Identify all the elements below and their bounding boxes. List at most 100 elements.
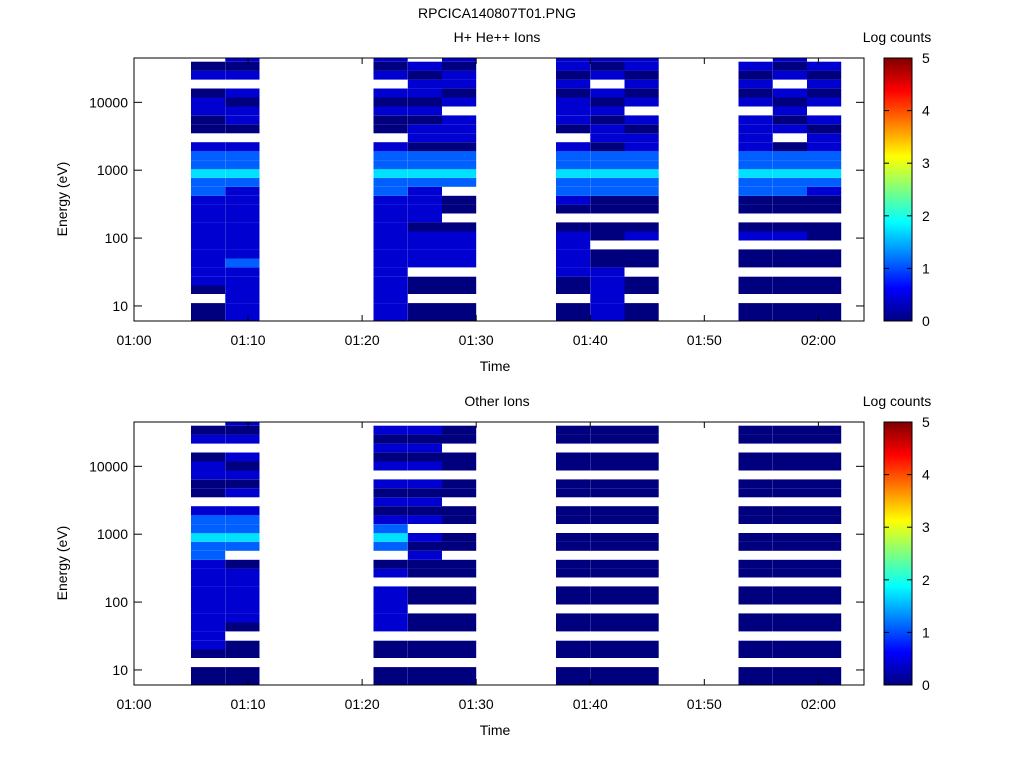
spectrogram-cell: [191, 577, 226, 587]
spectrogram-cell: [373, 443, 408, 453]
spectrogram-cell: [807, 533, 842, 542]
spectrogram-cell: [590, 177, 625, 187]
spectrogram-cell: [738, 559, 773, 569]
spectrogram-cell: [225, 622, 260, 632]
spectrogram-cell: [373, 204, 408, 214]
x-tick-label: 02:00: [801, 696, 836, 712]
spectrogram-cell: [191, 97, 226, 107]
y-tick-label: 100: [105, 594, 129, 610]
spectrogram-cell: [556, 488, 591, 498]
spectrogram-cell: [556, 195, 591, 205]
spectrogram-cell: [191, 169, 226, 178]
spectrogram-cell: [738, 533, 773, 542]
spectrogram-cell: [556, 151, 591, 160]
spectrogram-cell: [407, 640, 442, 650]
x-tick-label: 02:00: [801, 332, 836, 348]
spectrogram-cell: [407, 231, 442, 241]
spectrogram-cell: [807, 97, 842, 107]
spectrogram-cell: [738, 640, 773, 650]
spectrogram-cell: [590, 97, 625, 107]
spectrogram-cell: [407, 177, 442, 187]
plot-frame: [133, 421, 865, 686]
spectrogram-cell: [225, 479, 260, 489]
spectrogram-cell: [442, 488, 477, 498]
spectrogram-cell: [556, 533, 591, 542]
spectrogram-cell: [225, 425, 260, 435]
spectrogram-cell: [373, 524, 408, 534]
spectrogram-cell: [407, 559, 442, 569]
spectrogram-cell: [772, 276, 807, 286]
spectrogram-cell: [442, 240, 477, 250]
spectrogram-cell: [442, 79, 477, 89]
spectrogram-cell: [407, 285, 442, 294]
spectrogram-cell: [590, 267, 625, 277]
spectrogram-cell: [373, 568, 408, 578]
spectrogram-cell: [738, 312, 773, 321]
spectrogram-cell: [407, 213, 442, 223]
spectrogram-cell: [442, 541, 477, 551]
spectrogram-cell: [373, 160, 408, 170]
spectrogram-cell: [624, 97, 659, 107]
colorbar-tick-label: 5: [922, 414, 930, 430]
spectrogram-cell: [191, 222, 226, 232]
spectrogram-cell: [807, 515, 842, 524]
spectrogram-cell: [807, 70, 842, 80]
spectrogram-cell: [807, 115, 842, 125]
spectrogram-cell: [442, 222, 477, 232]
spectrogram-cell: [407, 515, 442, 524]
spectrogram-cell: [738, 667, 773, 677]
spectrogram-cell: [738, 133, 773, 143]
spectrogram-cell: [442, 586, 477, 596]
spectrogram-cell: [373, 434, 408, 444]
spectrogram-cell: [373, 97, 408, 107]
spectrogram-cell: [191, 312, 226, 321]
spectrogram-cell: [442, 276, 477, 286]
spectrogram-cell: [624, 613, 659, 623]
spectrogram-cell: [225, 434, 260, 444]
colorbar-gradient: [883, 421, 913, 686]
spectrogram-cell: [191, 303, 226, 313]
spectrogram-cell: [225, 276, 260, 286]
colorbar-tick-label: 5: [922, 50, 930, 66]
spectrogram-cell: [556, 285, 591, 294]
y-axis-label: Energy (eV): [54, 162, 70, 237]
colorbar-tick-label: 0: [922, 677, 930, 693]
spectrogram-cell: [624, 649, 659, 658]
spectrogram-cell: [590, 258, 625, 268]
spectrogram-cell: [191, 285, 226, 294]
spectrogram-cell: [407, 425, 442, 435]
colorbar-tick-label: 4: [922, 467, 930, 483]
spectrogram-cell: [556, 258, 591, 268]
spectrogram-cell: [191, 231, 226, 241]
colorbar: 0 1 2 3 4 5: [883, 414, 930, 693]
spectrogram-cell: [225, 88, 260, 98]
spectrogram-cell: [590, 160, 625, 170]
spectrogram-cell: [772, 249, 807, 259]
x-tick-label: 01:50: [687, 332, 722, 348]
spectrogram-cell: [191, 186, 226, 196]
spectrogram-cell: [738, 649, 773, 658]
spectrogram-cell: [442, 640, 477, 650]
spectrogram-cell: [590, 515, 625, 524]
spectrogram-cell: [373, 312, 408, 321]
spectrogram-cell: [556, 61, 591, 71]
spectrogram-cell: [807, 186, 842, 196]
spectrogram-cell: [442, 231, 477, 241]
spectrogram-cell: [225, 115, 260, 125]
spectrogram-cell: [442, 312, 477, 321]
spectrogram-cell: [624, 61, 659, 71]
spectrogram-cell: [191, 195, 226, 205]
y-axis-label: Energy (eV): [54, 526, 70, 601]
spectrogram-cell: [772, 613, 807, 623]
spectrogram-cell: [807, 258, 842, 268]
spectrogram-cell: [738, 115, 773, 125]
spectrogram-cell: [590, 622, 625, 632]
spectrogram-cell: [590, 204, 625, 214]
spectrogram-cell: [556, 676, 591, 685]
spectrogram-cell: [225, 222, 260, 232]
spectrogram-cell: [191, 559, 226, 569]
spectrogram-cell: [624, 177, 659, 187]
spectrogram-cell: [442, 649, 477, 658]
spectrogram-cell: [225, 604, 260, 614]
spectrogram-cell: [624, 586, 659, 596]
